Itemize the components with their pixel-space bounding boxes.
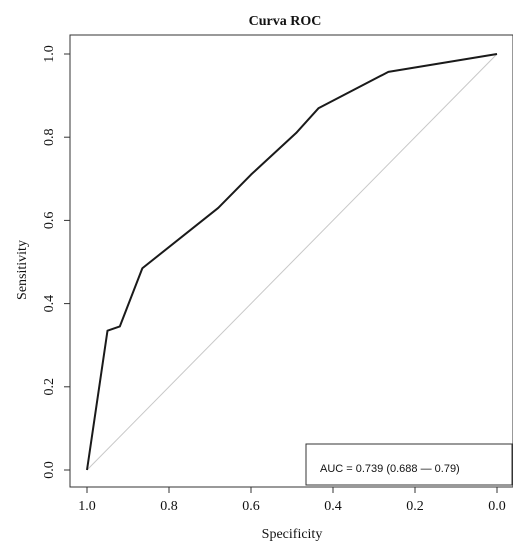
x-axis-label: Specificity	[262, 527, 323, 542]
x-axis-ticks: 1.0 0.8 0.6 0.4 0.2 0.0	[78, 487, 506, 514]
x-tick-label: 0.0	[488, 499, 506, 514]
y-tick-label: 0.6	[42, 212, 57, 230]
y-tick-label: 0.4	[42, 295, 57, 313]
y-axis-label: Sensitivity	[15, 240, 30, 300]
x-tick-label: 0.6	[242, 499, 260, 514]
roc-curve-line	[86, 53, 498, 471]
auc-legend-box	[305, 443, 513, 486]
roc-curve-layer	[86, 53, 498, 471]
chart-title: Curva ROC	[249, 14, 322, 29]
y-tick-label: 0.0	[42, 461, 57, 479]
x-tick-label: 0.2	[406, 499, 424, 514]
auc-legend-text: AUC = 0.739 (0.688 — 0.79)	[320, 463, 460, 475]
reference-diagonal-line	[86, 53, 498, 471]
auc-legend: AUC = 0.739 (0.688 — 0.79)	[305, 443, 513, 486]
y-tick-label: 0.2	[42, 378, 57, 396]
y-axis-ticks: 0.0 0.2 0.4 0.6 0.8 1.0	[42, 45, 70, 479]
x-tick-label: 0.8	[160, 499, 178, 514]
y-tick-label: 1.0	[42, 45, 57, 63]
y-tick-label: 0.8	[42, 128, 57, 146]
x-tick-label: 1.0	[78, 499, 96, 514]
x-tick-label: 0.4	[324, 499, 342, 514]
reference-line-layer	[86, 53, 498, 471]
plot-frame	[69, 34, 513, 488]
